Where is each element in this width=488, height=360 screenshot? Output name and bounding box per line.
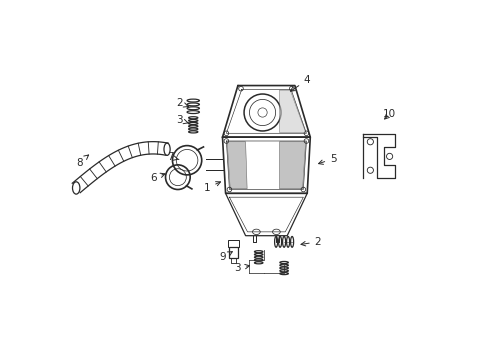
Polygon shape: [279, 142, 305, 189]
Bar: [228, 247, 237, 258]
Text: 2: 2: [301, 237, 321, 247]
Text: 3: 3: [176, 115, 188, 125]
Text: 3: 3: [234, 263, 249, 273]
Text: 7: 7: [166, 152, 179, 162]
Text: 5: 5: [318, 154, 336, 164]
Text: 10: 10: [382, 109, 395, 119]
Text: 6: 6: [150, 173, 164, 183]
Text: 8: 8: [76, 155, 88, 167]
Text: 1: 1: [203, 182, 220, 193]
Bar: [227, 240, 238, 247]
Text: 4: 4: [290, 75, 310, 91]
Polygon shape: [226, 142, 246, 189]
Text: 9: 9: [219, 252, 232, 262]
Polygon shape: [279, 90, 305, 132]
Text: 2: 2: [176, 98, 188, 108]
